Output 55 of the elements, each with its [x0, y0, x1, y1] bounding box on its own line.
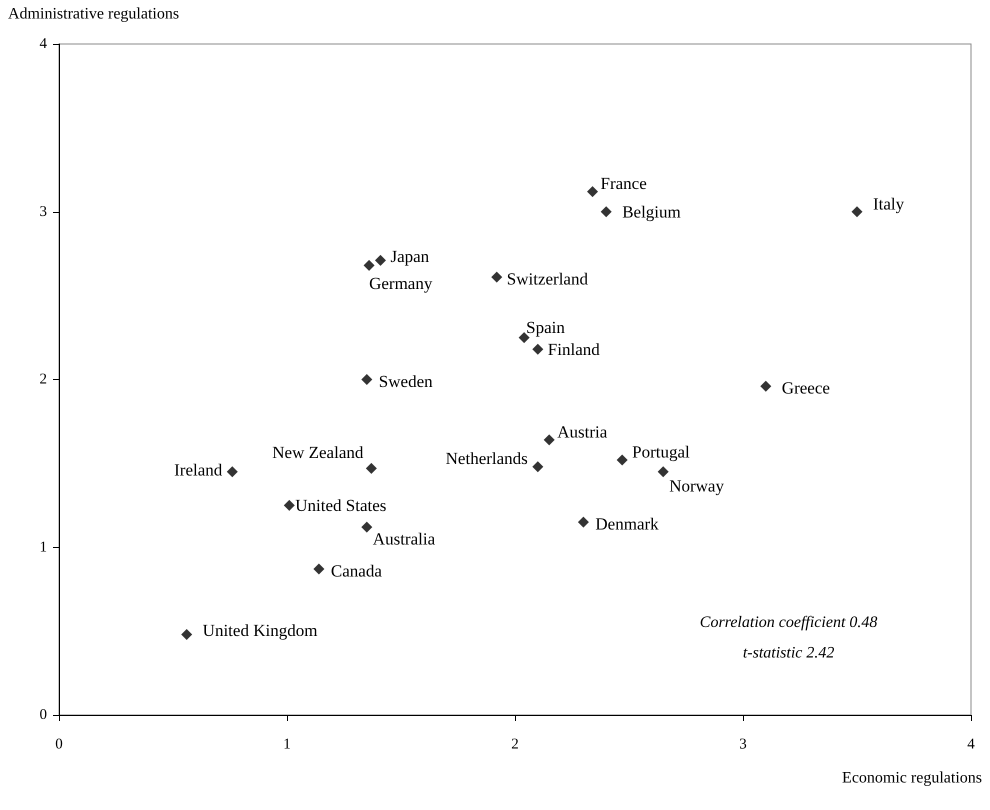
point — [181, 628, 192, 640]
annotation: France — [600, 174, 647, 194]
annotation: Switzerland — [506, 270, 588, 289]
x-tick-label: 1 — [283, 736, 291, 752]
point — [852, 206, 862, 218]
point — [366, 462, 377, 474]
point — [760, 380, 772, 392]
annotation: Denmark — [595, 514, 660, 534]
point — [544, 434, 555, 446]
annotation: Norway — [669, 476, 724, 496]
x-tick-label: 0 — [55, 736, 63, 752]
annotation: Greece — [782, 378, 830, 398]
annotation: Australia — [372, 530, 436, 549]
x-tick-label: 4 — [967, 736, 976, 752]
annotation: Netherlands — [446, 449, 528, 468]
point — [600, 206, 612, 218]
point — [374, 254, 386, 266]
point — [226, 466, 238, 478]
y-tick-label: 2 — [40, 372, 47, 388]
point — [361, 374, 372, 385]
point — [364, 260, 375, 271]
point — [658, 466, 669, 478]
annotation: Ireland — [174, 460, 223, 480]
point — [284, 500, 295, 511]
point — [578, 516, 589, 528]
annotation: Sweden — [378, 372, 434, 391]
annotation: Japan — [390, 246, 430, 266]
x-tick-label: 2 — [511, 736, 519, 752]
point — [361, 522, 372, 533]
y-axis-title: Administrative regulations — [8, 6, 180, 22]
annotation: New Zealand — [272, 442, 364, 462]
annotation: Finland — [548, 340, 600, 359]
annotation: United Kingdom — [202, 620, 318, 640]
annotation: Austria — [557, 422, 608, 442]
y-tick-label: 4 — [40, 36, 48, 52]
y-tick-label: 0 — [40, 707, 47, 723]
point — [587, 186, 598, 198]
annotation: Spain — [526, 318, 566, 338]
annotation: Canada — [330, 562, 382, 581]
annotation: United States — [295, 496, 386, 515]
point — [616, 454, 628, 466]
point — [491, 272, 502, 283]
point — [313, 564, 324, 575]
x-tick-label: 3 — [739, 736, 747, 752]
annotation: Portugal — [632, 442, 690, 462]
annotation: t-statistic 2.42 — [742, 644, 834, 662]
annotation: Italy — [873, 194, 905, 214]
point — [532, 344, 544, 355]
annotation: Germany — [369, 274, 433, 293]
x-axis-title: Economic regulations — [842, 770, 982, 786]
annotation: Belgium — [622, 202, 681, 222]
y-tick-label: 1 — [40, 539, 47, 556]
y-tick-label: 3 — [40, 204, 47, 220]
point — [532, 461, 544, 472]
annotation: Correlation coefficient 0.48 — [700, 614, 878, 632]
